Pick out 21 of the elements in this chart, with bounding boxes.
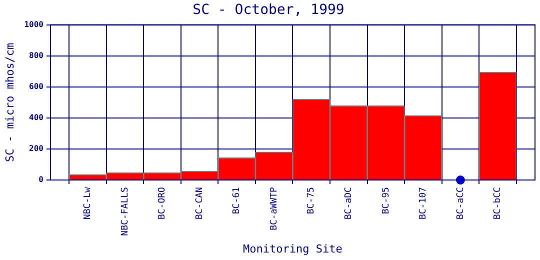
y-tick-label: 600 [29,82,44,91]
x-tick-label: BC-107 [418,187,429,220]
y-tick-label: 1000 [24,20,44,29]
y-tick-label: 200 [29,144,44,154]
x-tick-label: BC-bCC [493,187,504,220]
x-tick-label: BC-61 [232,187,242,214]
y-tick-label: 800 [29,50,44,60]
y-tick-label: 400 [29,113,44,122]
x-axis-title: Monitoring Site [243,242,342,256]
x-tick-label: NBC-Lw [83,186,94,220]
x-tick-label: BC-CAN [194,187,205,220]
x-tick-label: BC-aWWTP [269,186,280,230]
x-tick-label: BC-ORO [158,187,168,220]
x-tick-label: BC-aDC [344,187,354,220]
y-tick-label: 0 [38,175,44,184]
x-tick-label: BC-95 [381,187,392,214]
x-tick-label: NBC-FALLS [120,187,130,236]
chart-title: SC - October, 1999 [192,2,344,18]
x-tick-label: BC-aCC [456,187,466,220]
x-tick-label: BC-75 [306,187,317,214]
y-axis-title: SC - micro mhos/cm [3,42,16,162]
